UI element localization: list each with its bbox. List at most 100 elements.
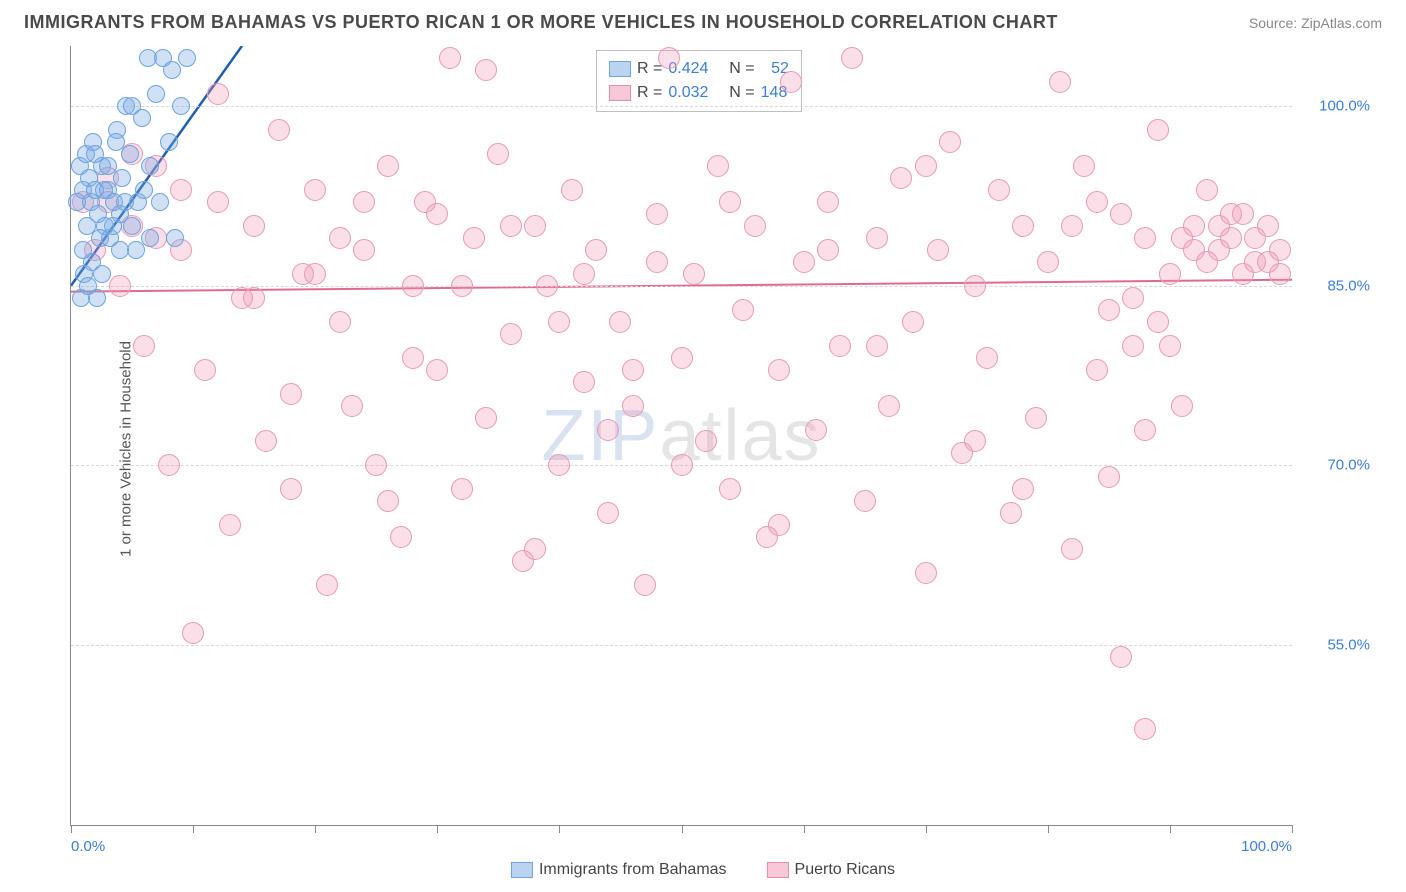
legend-bottom: Immigrants from Bahamas Puerto Ricans: [511, 858, 895, 882]
source-label: Source: ZipAtlas.com: [1249, 15, 1382, 31]
scatter-point-bahamas: [121, 145, 139, 163]
scatter-point-bahamas: [141, 229, 159, 247]
scatter-point-puerto: [353, 239, 375, 261]
scatter-point-puerto: [402, 347, 424, 369]
scatter-point-puerto: [634, 574, 656, 596]
scatter-point-puerto: [683, 263, 705, 285]
legend-item-bahamas: Immigrants from Bahamas: [511, 858, 727, 882]
x-tick: [804, 825, 805, 833]
scatter-point-bahamas: [95, 181, 113, 199]
scatter-point-puerto: [1196, 251, 1218, 273]
y-tick-label: 55.0%: [1327, 637, 1370, 654]
scatter-point-puerto: [304, 263, 326, 285]
scatter-point-puerto: [304, 179, 326, 201]
scatter-point-puerto: [988, 179, 1010, 201]
scatter-point-bahamas: [127, 241, 145, 259]
scatter-point-puerto: [976, 347, 998, 369]
scatter-point-puerto: [133, 335, 155, 357]
gridline: [71, 645, 1292, 646]
scatter-point-puerto: [487, 143, 509, 165]
scatter-point-puerto: [1122, 335, 1144, 357]
scatter-point-puerto: [1232, 263, 1254, 285]
scatter-point-puerto: [927, 239, 949, 261]
scatter-point-puerto: [341, 395, 363, 417]
scatter-point-puerto: [243, 215, 265, 237]
scatter-point-puerto: [365, 454, 387, 476]
scatter-point-puerto: [170, 179, 192, 201]
scatter-point-puerto: [646, 251, 668, 273]
swatch-puerto-icon: [767, 862, 789, 878]
chart-title: IMMIGRANTS FROM BAHAMAS VS PUERTO RICAN …: [24, 12, 1058, 33]
scatter-point-puerto: [866, 227, 888, 249]
scatter-point-puerto: [964, 430, 986, 452]
scatter-point-puerto: [1061, 538, 1083, 560]
scatter-point-puerto: [524, 215, 546, 237]
scatter-point-puerto: [719, 478, 741, 500]
scatter-point-puerto: [268, 119, 290, 141]
scatter-point-bahamas: [113, 169, 131, 187]
scatter-point-puerto: [1122, 287, 1144, 309]
scatter-point-puerto: [780, 71, 802, 93]
scatter-point-bahamas: [135, 181, 153, 199]
scatter-point-puerto: [646, 203, 668, 225]
scatter-point-puerto: [1244, 227, 1266, 249]
scatter-point-puerto: [732, 299, 754, 321]
stats-row-puerto: R = 0.032 N = 148: [609, 81, 789, 105]
scatter-point-puerto: [1159, 263, 1181, 285]
scatter-point-puerto: [1183, 215, 1205, 237]
x-tick-label: 0.0%: [71, 838, 105, 855]
scatter-point-bahamas: [104, 217, 122, 235]
scatter-point-bahamas: [147, 85, 165, 103]
scatter-point-puerto: [854, 490, 876, 512]
scatter-point-puerto: [817, 239, 839, 261]
scatter-point-puerto: [768, 514, 790, 536]
scatter-point-puerto: [475, 407, 497, 429]
scatter-point-puerto: [719, 191, 741, 213]
scatter-point-puerto: [964, 275, 986, 297]
scatter-point-puerto: [548, 311, 570, 333]
scatter-point-puerto: [817, 191, 839, 213]
scatter-point-puerto: [878, 395, 900, 417]
scatter-point-bahamas: [160, 133, 178, 151]
swatch-puerto-icon: [609, 85, 631, 101]
scatter-point-puerto: [866, 335, 888, 357]
scatter-point-puerto: [671, 454, 693, 476]
n-label: N =: [729, 57, 754, 81]
scatter-point-puerto: [597, 419, 619, 441]
scatter-point-puerto: [377, 155, 399, 177]
scatter-point-puerto: [1134, 718, 1156, 740]
scatter-point-puerto: [1269, 263, 1291, 285]
scatter-point-puerto: [207, 83, 229, 105]
scatter-point-bahamas: [123, 217, 141, 235]
scatter-point-puerto: [658, 47, 680, 69]
x-tick: [682, 825, 683, 833]
scatter-point-puerto: [243, 287, 265, 309]
scatter-point-puerto: [475, 59, 497, 81]
scatter-point-puerto: [609, 311, 631, 333]
legend-item-puerto: Puerto Ricans: [767, 858, 896, 882]
scatter-point-puerto: [377, 490, 399, 512]
scatter-point-puerto: [1147, 119, 1169, 141]
scatter-point-puerto: [1012, 215, 1034, 237]
scatter-point-puerto: [707, 155, 729, 177]
scatter-point-puerto: [451, 275, 473, 297]
scatter-point-puerto: [255, 430, 277, 452]
scatter-point-puerto: [536, 275, 558, 297]
scatter-point-puerto: [353, 191, 375, 213]
r-label: R =: [637, 81, 662, 105]
scatter-point-puerto: [597, 502, 619, 524]
scatter-point-bahamas: [141, 157, 159, 175]
scatter-point-puerto: [280, 383, 302, 405]
x-tick: [1292, 825, 1293, 833]
scatter-point-puerto: [1159, 335, 1181, 357]
scatter-point-puerto: [329, 227, 351, 249]
scatter-point-puerto: [805, 419, 827, 441]
scatter-point-bahamas: [99, 157, 117, 175]
stats-legend-box: R = 0.424 N = 52 R = 0.032 N = 148: [596, 50, 802, 112]
scatter-point-puerto: [451, 478, 473, 500]
scatter-point-puerto: [890, 167, 912, 189]
scatter-point-puerto: [1073, 155, 1095, 177]
scatter-point-puerto: [1134, 419, 1156, 441]
scatter-point-bahamas: [107, 133, 125, 151]
scatter-point-puerto: [915, 562, 937, 584]
